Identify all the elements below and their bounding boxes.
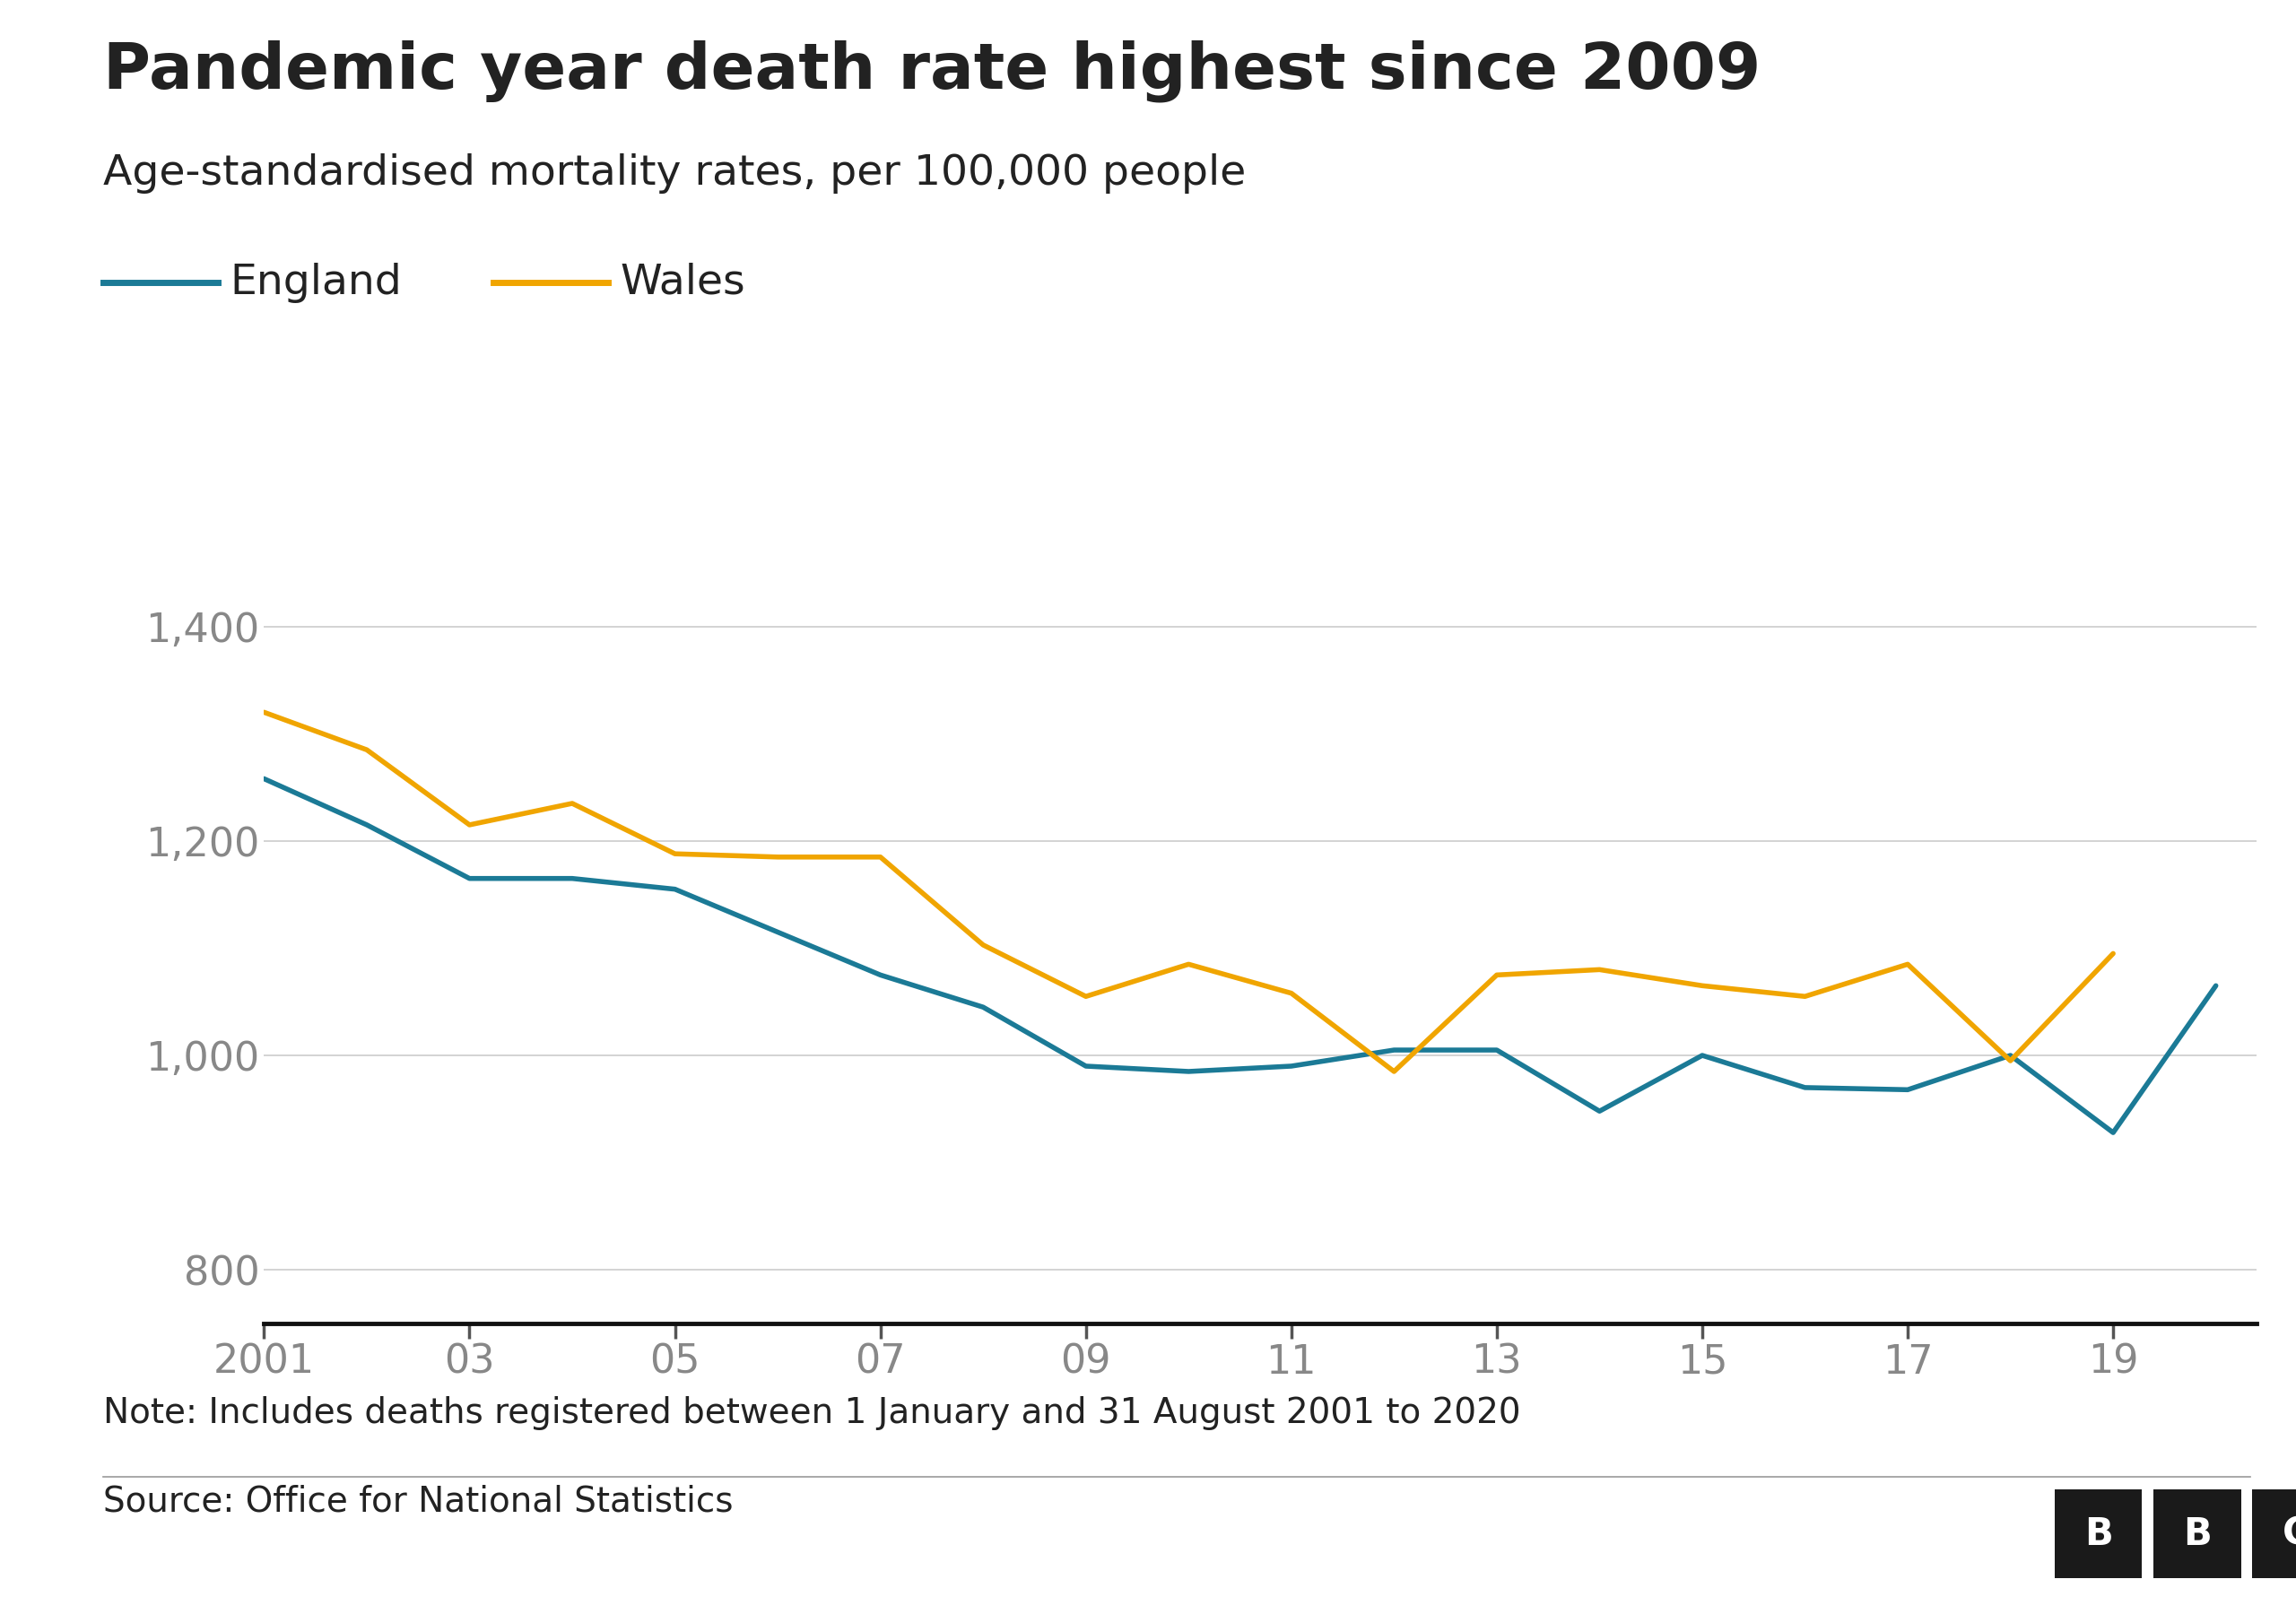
Text: B: B bbox=[2085, 1516, 2112, 1553]
Text: England: England bbox=[230, 261, 402, 303]
Text: C: C bbox=[2282, 1516, 2296, 1553]
Text: B: B bbox=[2183, 1516, 2211, 1553]
Text: Pandemic year death rate highest since 2009: Pandemic year death rate highest since 2… bbox=[103, 40, 1761, 103]
Text: Wales: Wales bbox=[620, 261, 746, 303]
Text: Source: Office for National Statistics: Source: Office for National Statistics bbox=[103, 1485, 732, 1519]
Text: Age-standardised mortality rates, per 100,000 people: Age-standardised mortality rates, per 10… bbox=[103, 153, 1247, 194]
Text: Note: Includes deaths registered between 1 January and 31 August 2001 to 2020: Note: Includes deaths registered between… bbox=[103, 1396, 1520, 1430]
